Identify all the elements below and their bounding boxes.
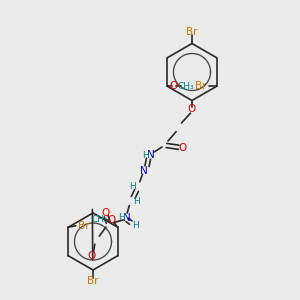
Text: O: O — [188, 104, 196, 115]
Text: Br: Br — [78, 221, 89, 231]
Text: O: O — [178, 143, 187, 153]
Text: N: N — [123, 212, 130, 223]
Text: H: H — [129, 182, 136, 191]
Text: Br: Br — [195, 81, 207, 91]
Text: CH₃: CH₃ — [178, 82, 194, 91]
Text: O: O — [101, 208, 110, 218]
Text: H: H — [118, 213, 124, 222]
Text: O: O — [169, 81, 177, 91]
Text: O: O — [108, 215, 116, 225]
Text: N: N — [140, 166, 148, 176]
Text: O: O — [88, 251, 96, 261]
Text: Br: Br — [186, 27, 198, 37]
Text: N: N — [147, 150, 155, 160]
Text: Br: Br — [87, 275, 99, 286]
Text: H: H — [133, 197, 140, 206]
Text: H: H — [142, 151, 149, 160]
Text: H: H — [132, 220, 139, 230]
Text: CH₃: CH₃ — [92, 215, 109, 224]
